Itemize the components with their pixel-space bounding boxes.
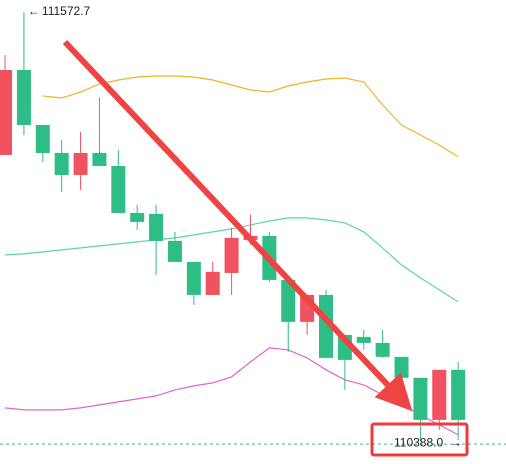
candle-body — [186, 261, 201, 295]
candle-body — [394, 356, 409, 378]
candle-body — [149, 213, 164, 241]
trend-arrow — [62, 39, 413, 412]
candle-body — [111, 165, 126, 213]
candle-body — [432, 369, 447, 420]
candle-body — [92, 152, 107, 166]
min-label: 110388.0 — [394, 435, 443, 449]
candle-body — [54, 152, 69, 175]
candle-body — [73, 152, 88, 175]
candle-body — [130, 212, 145, 222]
candle-body — [375, 342, 390, 357]
candle-body — [356, 336, 371, 343]
candle-body — [35, 124, 50, 153]
candle-body — [451, 369, 466, 420]
band-line — [42, 75, 459, 158]
candle-body — [413, 377, 428, 420]
highlight-box — [370, 422, 469, 457]
candle-body — [0, 69, 13, 155]
candle-body — [281, 279, 296, 322]
candle-body — [167, 240, 182, 262]
max-label: 111572.7 — [42, 4, 91, 18]
candle-body — [319, 294, 333, 358]
arrow-glyph: ← — [28, 4, 40, 18]
candle-body — [224, 237, 239, 273]
arrow-glyph: → — [450, 435, 462, 449]
candle-body — [16, 69, 31, 125]
candle-body — [205, 271, 220, 295]
